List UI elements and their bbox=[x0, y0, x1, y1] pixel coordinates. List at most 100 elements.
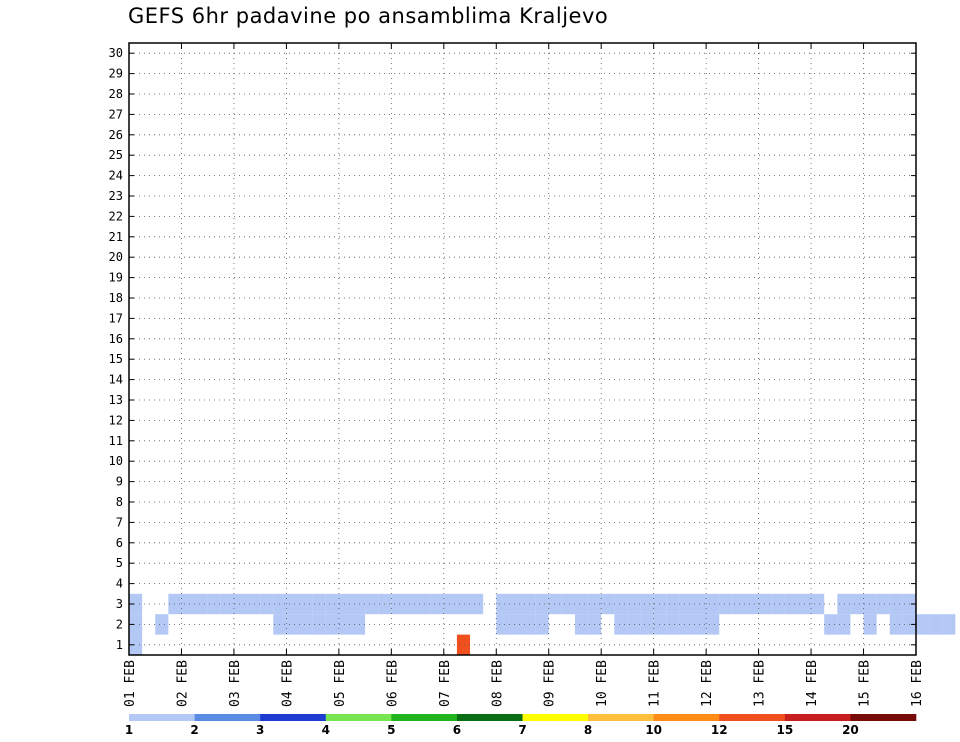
heatmap-cell bbox=[929, 614, 943, 635]
y-tick-label: 16 bbox=[109, 332, 123, 346]
y-tick-label: 21 bbox=[109, 230, 123, 244]
heatmap-cell bbox=[706, 614, 720, 635]
heatmap-cell bbox=[470, 593, 484, 615]
heatmap-cell bbox=[666, 614, 680, 635]
heatmap-cell bbox=[784, 593, 798, 615]
y-tick-label: 12 bbox=[109, 413, 123, 427]
y-tick-label: 8 bbox=[116, 495, 123, 509]
heatmap-cell bbox=[889, 614, 903, 635]
x-tick-label: 16 FEB bbox=[910, 660, 925, 707]
heatmap-cell bbox=[456, 634, 471, 655]
heatmap-cell bbox=[535, 614, 549, 635]
x-tick-label: 01 FEB bbox=[123, 660, 138, 707]
heatmap-cell bbox=[824, 614, 838, 635]
y-tick-label: 14 bbox=[109, 373, 123, 387]
x-tick-label: 13 FEB bbox=[753, 660, 768, 707]
y-tick-label: 5 bbox=[116, 556, 123, 570]
x-tick-label: 10 FEB bbox=[595, 660, 610, 707]
heatmap-cell bbox=[351, 614, 366, 635]
heatmap-cell bbox=[496, 593, 510, 615]
x-tick-label: 11 FEB bbox=[648, 660, 663, 707]
heatmap-cell bbox=[561, 593, 575, 615]
heatmap-cell bbox=[640, 614, 654, 635]
y-tick-label: 3 bbox=[116, 597, 123, 611]
heatmap-cell bbox=[601, 593, 615, 615]
heatmap-cell bbox=[679, 593, 694, 615]
heatmap-cell bbox=[325, 593, 339, 615]
heatmap-cell bbox=[850, 593, 864, 615]
y-tick-label: 7 bbox=[116, 515, 123, 529]
y-tick-label: 4 bbox=[116, 577, 123, 591]
x-tick-label: 04 FEB bbox=[280, 660, 295, 707]
heatmap-cell bbox=[220, 593, 234, 615]
heatmap-cell bbox=[837, 614, 851, 635]
colorbar-segment bbox=[784, 714, 851, 721]
colorbar-label: 15 bbox=[776, 723, 793, 737]
colorbar-segment bbox=[260, 714, 327, 721]
heatmap-cells bbox=[129, 593, 956, 655]
x-tick-label: 05 FEB bbox=[333, 660, 348, 707]
heatmap-cell bbox=[299, 614, 313, 635]
colorbar-label: 8 bbox=[584, 723, 592, 737]
heatmap-cell bbox=[299, 593, 313, 615]
y-tick-label: 24 bbox=[109, 169, 123, 183]
y-axis-ticks: 1234567891011121314151617181920212223242… bbox=[109, 46, 916, 652]
y-tick-label: 19 bbox=[109, 271, 123, 285]
x-tick-label: 02 FEB bbox=[175, 660, 190, 707]
y-tick-label: 29 bbox=[109, 67, 123, 81]
colorbar-segment bbox=[588, 714, 654, 721]
y-tick-label: 15 bbox=[109, 352, 123, 366]
heatmap-cell bbox=[509, 593, 523, 615]
chart-title: GEFS 6hr padavine po ansamblima Kraljevo bbox=[128, 4, 609, 28]
heatmap-cell bbox=[706, 593, 720, 615]
heatmap-cell bbox=[548, 593, 562, 615]
heatmap-cell bbox=[129, 614, 143, 635]
y-tick-label: 11 bbox=[109, 434, 123, 448]
y-tick-label: 22 bbox=[109, 209, 123, 223]
x-tick-label: 12 FEB bbox=[700, 660, 715, 707]
heatmap-cell bbox=[889, 593, 903, 615]
heatmap-cell bbox=[129, 593, 143, 615]
heatmap-cell bbox=[679, 614, 694, 635]
colorbar-label: 7 bbox=[518, 723, 526, 737]
heatmap-cell bbox=[155, 614, 169, 635]
heatmap-cell bbox=[247, 593, 261, 615]
heatmap-cell bbox=[732, 593, 746, 615]
heatmap-cell bbox=[653, 614, 667, 635]
colorbar-segment bbox=[653, 714, 720, 721]
x-tick-label: 14 FEB bbox=[805, 660, 820, 707]
x-tick-label: 03 FEB bbox=[228, 660, 243, 707]
heatmap-cell bbox=[758, 593, 772, 615]
y-tick-label: 27 bbox=[109, 107, 123, 121]
x-tick-label: 09 FEB bbox=[543, 660, 558, 707]
y-tick-label: 30 bbox=[109, 46, 123, 60]
heatmap-cell bbox=[509, 614, 523, 635]
heatmap-cell bbox=[194, 593, 208, 615]
heatmap-cell bbox=[719, 593, 733, 615]
y-tick-label: 13 bbox=[109, 393, 123, 407]
heatmap-cell bbox=[404, 593, 418, 615]
heatmap-cell bbox=[338, 593, 352, 615]
heatmap-cell bbox=[286, 614, 300, 635]
heatmap-cell bbox=[365, 593, 379, 615]
y-tick-label: 2 bbox=[116, 617, 123, 631]
heatmap-cell bbox=[876, 593, 890, 615]
colorbar-segment bbox=[719, 714, 786, 721]
heatmap-cell bbox=[260, 593, 274, 615]
heatmap-cell bbox=[837, 593, 851, 615]
y-tick-label: 1 bbox=[116, 638, 123, 652]
x-axis-ticks: 01 FEB 02 FEB 03 FEB 04 FEB 05 FEB 06 FEB 07 F… bbox=[123, 43, 925, 707]
colorbar-label: 6 bbox=[453, 723, 461, 737]
heatmap-cell bbox=[325, 614, 339, 635]
heatmap-cell bbox=[916, 614, 930, 635]
colorbar-label: 2 bbox=[190, 723, 198, 737]
heatmap-cell bbox=[863, 614, 877, 635]
y-tick-label: 17 bbox=[109, 311, 123, 325]
colorbar-segment bbox=[456, 714, 523, 721]
heatmap-cell bbox=[233, 593, 248, 615]
heatmap-cell bbox=[666, 593, 680, 615]
y-tick-label: 10 bbox=[109, 454, 123, 468]
heatmap-cell bbox=[456, 593, 471, 615]
colorbar: 1 2 3 4 5 6 7 8 10 12 15 20 bbox=[125, 714, 917, 737]
y-tick-label: 25 bbox=[109, 148, 123, 162]
